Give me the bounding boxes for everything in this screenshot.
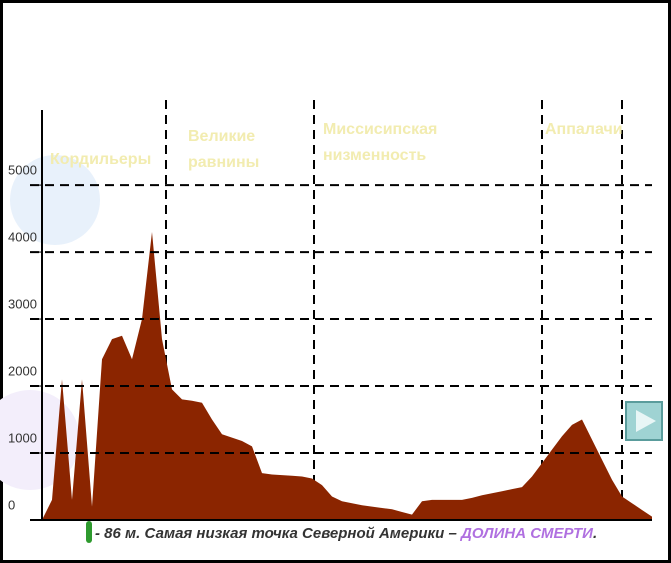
caption-end: . — [593, 525, 597, 542]
region-label: Миссисипская — [323, 121, 437, 138]
y-tick-label: 2000 — [8, 363, 37, 378]
decoration — [10, 155, 100, 245]
nav-button[interactable] — [625, 401, 663, 441]
region-label: Великие — [188, 128, 255, 145]
y-tick-label: 0 — [8, 497, 15, 512]
nav-button-arrow[interactable] — [636, 410, 656, 432]
caption: - 86 м. Самая низкая точка Северной Амер… — [95, 525, 597, 542]
caption-text: - 86 м. Самая низкая точка Северной Амер… — [95, 525, 461, 542]
caption-highlight: ДОЛИНА СМЕРТИ — [459, 525, 594, 542]
y-tick-label: 5000 — [8, 163, 37, 178]
lowest-point-marker — [86, 521, 92, 543]
region-label: Кордильеры — [50, 151, 151, 168]
region-label: равнины — [188, 154, 259, 171]
region-label: низменность — [323, 147, 426, 164]
elevation-area — [42, 231, 652, 520]
y-tick-label: 1000 — [8, 430, 37, 445]
y-tick-label: 3000 — [8, 296, 37, 311]
region-label: Аппалачи — [545, 121, 623, 138]
y-tick-label: 4000 — [8, 230, 37, 245]
